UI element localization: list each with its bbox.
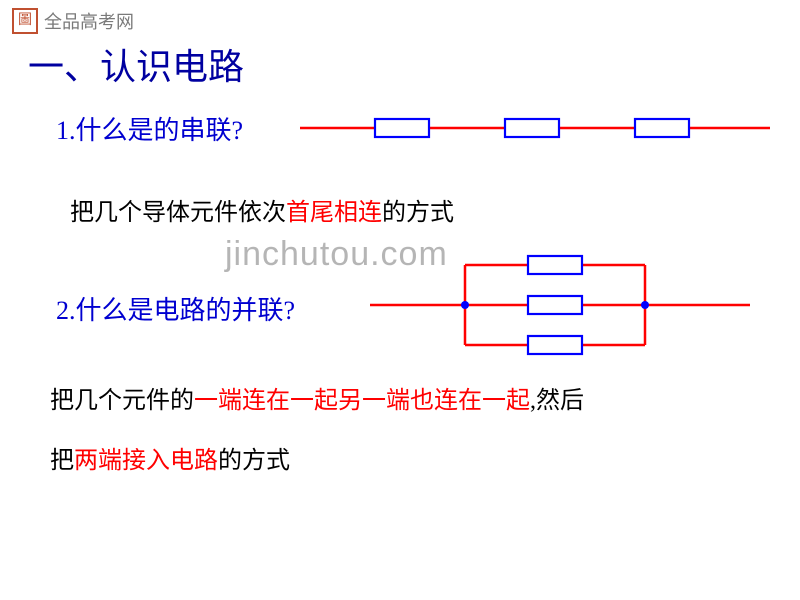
- answer-2a-post: ,然后: [530, 388, 584, 414]
- site-header: 圖 全品高考网: [12, 8, 134, 34]
- answer-2b-pre: 把: [50, 448, 74, 474]
- answer-2-line2: 把两端接入电路的方式: [50, 440, 290, 475]
- answer-2a-red: 一端连在一起另一端也连在一起: [194, 388, 530, 414]
- answer-1: 把几个导体元件依次首尾相连的方式: [70, 192, 454, 227]
- site-name: 全品高考网: [44, 8, 134, 34]
- parallel-circuit-diagram: [370, 245, 750, 365]
- answer-2a-pre: 把几个元件的: [50, 388, 194, 414]
- answer-2-line1: 把几个元件的一端连在一起另一端也连在一起,然后: [50, 380, 584, 415]
- answer-2b-post: 的方式: [218, 448, 290, 474]
- answer-1-post: 的方式: [382, 200, 454, 226]
- answer-1-red: 首尾相连: [286, 200, 382, 226]
- section-title: 一、认识电路: [28, 38, 244, 90]
- question-1: 1.什么是的串联?: [56, 110, 243, 147]
- series-circuit-diagram: [300, 108, 770, 148]
- question-2: 2.什么是电路的并联?: [56, 290, 295, 327]
- answer-2b-red: 两端接入电路: [74, 448, 218, 474]
- site-logo-icon: 圖: [12, 8, 38, 34]
- answer-1-pre: 把几个导体元件依次: [70, 200, 286, 226]
